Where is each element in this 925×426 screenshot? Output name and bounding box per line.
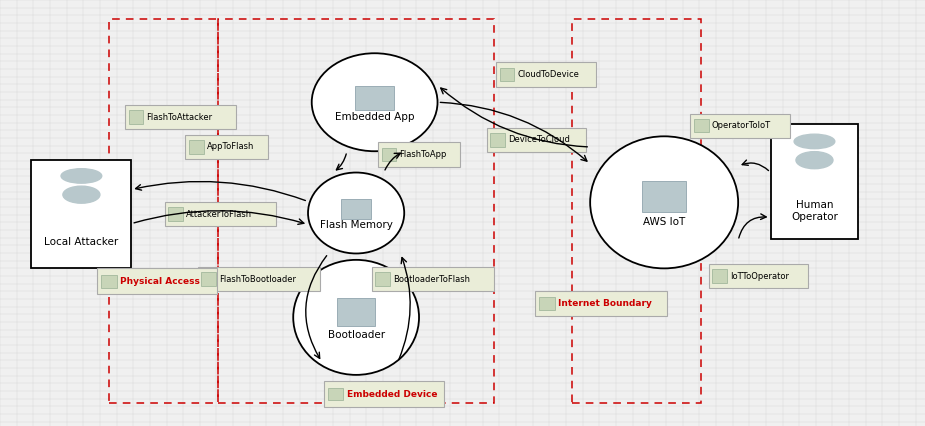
FancyBboxPatch shape [378, 142, 461, 167]
Text: IoTToOperator: IoTToOperator [730, 271, 789, 281]
FancyBboxPatch shape [97, 268, 217, 294]
Bar [218, 19, 494, 403]
Ellipse shape [61, 169, 102, 183]
FancyBboxPatch shape [500, 68, 514, 81]
Text: FlashToApp: FlashToApp [400, 150, 447, 159]
FancyBboxPatch shape [125, 105, 236, 130]
FancyBboxPatch shape [372, 267, 494, 291]
Text: BootloaderToFlash: BootloaderToFlash [393, 274, 470, 284]
Text: Local Attacker: Local Attacker [44, 237, 118, 247]
FancyBboxPatch shape [327, 388, 343, 400]
Text: CloudToDevice: CloudToDevice [517, 70, 579, 79]
FancyBboxPatch shape [129, 110, 143, 124]
FancyBboxPatch shape [712, 269, 727, 283]
Text: Bootloader: Bootloader [327, 330, 385, 340]
Text: Internet Boundary: Internet Boundary [559, 299, 652, 308]
FancyBboxPatch shape [355, 86, 394, 110]
FancyBboxPatch shape [376, 272, 390, 286]
FancyBboxPatch shape [101, 275, 117, 288]
FancyBboxPatch shape [490, 133, 505, 147]
Text: Human
Operator: Human Operator [791, 200, 838, 222]
FancyBboxPatch shape [165, 202, 276, 227]
Ellipse shape [312, 53, 438, 151]
FancyBboxPatch shape [690, 113, 790, 138]
Text: DeviceToCloud: DeviceToCloud [508, 135, 570, 144]
Circle shape [796, 152, 832, 169]
FancyBboxPatch shape [539, 297, 555, 310]
Ellipse shape [293, 260, 419, 375]
Text: Embedded Device: Embedded Device [347, 389, 438, 399]
FancyBboxPatch shape [709, 264, 808, 288]
FancyBboxPatch shape [185, 135, 268, 159]
Circle shape [63, 186, 100, 203]
FancyBboxPatch shape [536, 291, 667, 316]
FancyBboxPatch shape [496, 62, 596, 87]
FancyBboxPatch shape [771, 124, 858, 239]
FancyBboxPatch shape [382, 148, 397, 161]
Text: Physical Access: Physical Access [120, 276, 201, 286]
FancyBboxPatch shape [198, 267, 320, 291]
Text: AttackerToFlash: AttackerToFlash [186, 210, 252, 219]
Bar [572, 19, 701, 403]
FancyBboxPatch shape [694, 119, 709, 132]
FancyBboxPatch shape [324, 381, 444, 407]
Bar [109, 19, 218, 403]
Text: AppToFlash: AppToFlash [207, 142, 254, 152]
Text: AWS IoT: AWS IoT [643, 217, 685, 227]
Text: OperatorToIoT: OperatorToIoT [711, 121, 771, 130]
FancyBboxPatch shape [642, 181, 686, 212]
Ellipse shape [794, 134, 834, 149]
FancyBboxPatch shape [202, 272, 216, 286]
FancyBboxPatch shape [341, 199, 371, 219]
Text: FlashToBootloader: FlashToBootloader [219, 274, 296, 284]
FancyBboxPatch shape [337, 298, 376, 326]
FancyBboxPatch shape [168, 207, 183, 221]
Text: FlashToAttacker: FlashToAttacker [146, 112, 212, 122]
FancyBboxPatch shape [190, 140, 204, 154]
Ellipse shape [590, 136, 738, 268]
FancyBboxPatch shape [31, 160, 131, 268]
FancyBboxPatch shape [487, 127, 586, 152]
Text: Embedded App: Embedded App [335, 112, 414, 122]
Ellipse shape [308, 173, 404, 253]
Text: Flash Memory: Flash Memory [320, 220, 392, 230]
